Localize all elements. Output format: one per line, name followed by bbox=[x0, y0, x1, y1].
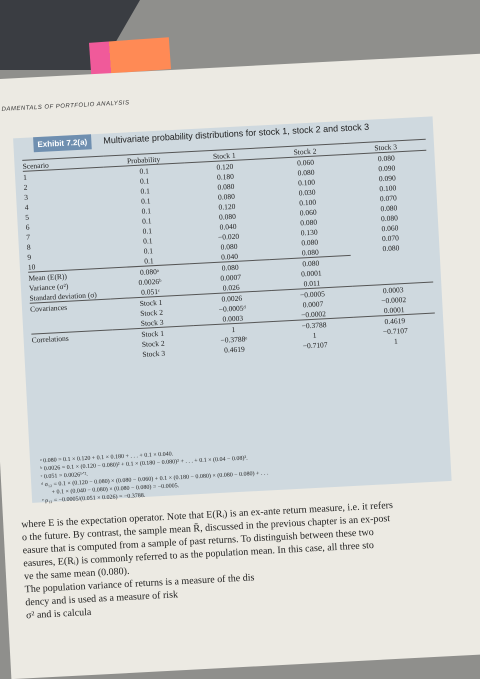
footnotes: ᵃ 0.080 = 0.1 × 0.120 + 0.1 × 0.180 + . … bbox=[40, 445, 270, 505]
exhibit-title: Multivariate probability distributions f… bbox=[103, 121, 370, 146]
table: Scenario Probability Stock 1 Stock 2 Stock 3… bbox=[22, 139, 436, 365]
sticky-note bbox=[88, 37, 172, 75]
running-head: DAMENTALS OF PORTFOLIO ANALYSIS bbox=[1, 100, 130, 113]
exhibit-label: Exhibit 7.2(a) bbox=[33, 134, 92, 153]
exhibit: Exhibit 7.2(a) Multivariate probability … bbox=[13, 116, 452, 505]
page: DAMENTALS OF PORTFOLIO ANALYSIS Exhibit … bbox=[0, 52, 480, 679]
body-text: where E is the expectation operator. Not… bbox=[21, 499, 398, 622]
